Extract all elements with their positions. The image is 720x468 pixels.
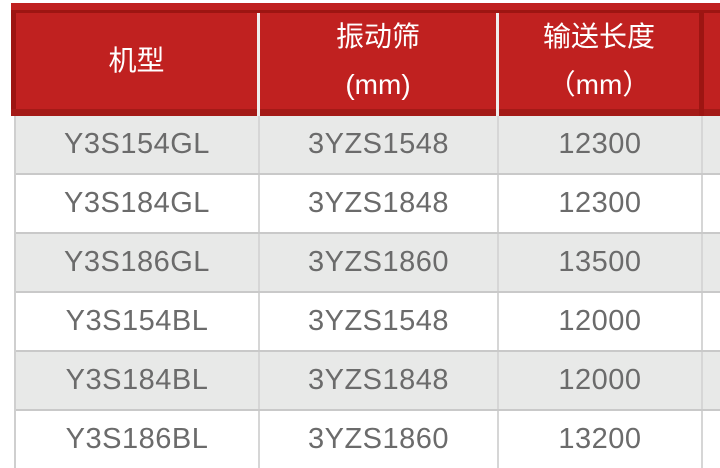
header-label-length: 输送长度: [542, 20, 655, 52]
table-body: Y3S154GL 3YZS1548 12300 Y3S184GL 3YZS184…: [14, 116, 720, 468]
cell-model: Y3S186BL: [16, 411, 260, 468]
cell-screen: 3YZS1548: [260, 293, 499, 350]
cell-cropped: [703, 116, 720, 173]
header-column-separator-2: [496, 13, 499, 116]
cell-cropped: [703, 411, 720, 468]
cell-length: 12300: [499, 175, 703, 232]
cell-cropped: [703, 293, 720, 350]
cell-cropped: [703, 234, 720, 291]
cell-length: 12000: [499, 293, 703, 350]
table-row: Y3S184GL 3YZS1848 12300: [16, 175, 720, 234]
cell-screen: 3YZS1848: [260, 175, 499, 232]
table-header-row: 机型 振动筛 (mm) 输送长度 （mm）: [11, 3, 720, 116]
header-cell-model: 机型: [16, 13, 257, 109]
header-label-model: 机型: [108, 44, 165, 76]
table-row: Y3S186BL 3YZS1860 13200: [16, 411, 720, 468]
cell-length: 13500: [499, 234, 703, 291]
header-top-border: [11, 10, 720, 13]
cell-model: Y3S184GL: [16, 175, 260, 232]
table-row: Y3S154GL 3YZS1548 12300: [16, 116, 720, 175]
header-column-separator-1: [257, 13, 260, 116]
header-bottom-border: [11, 109, 720, 116]
table-row: Y3S186GL 3YZS1860 13500: [16, 234, 720, 293]
cell-cropped: [703, 175, 720, 232]
header-cell-screen: 振动筛 (mm): [260, 13, 496, 109]
table-row: Y3S154BL 3YZS1548 12000: [16, 293, 720, 352]
cell-length: 12300: [499, 116, 703, 173]
cell-screen: 3YZS1548: [260, 116, 499, 173]
header-label-screen: 振动筛: [335, 20, 420, 52]
header-left-border: [11, 10, 16, 116]
cell-screen: 3YZS1860: [260, 411, 499, 468]
cell-length: 12000: [499, 352, 703, 409]
cell-screen: 3YZS1848: [260, 352, 499, 409]
header-label-length-unit: （mm）: [547, 68, 651, 100]
cell-model: Y3S184BL: [16, 352, 260, 409]
table-row: Y3S184BL 3YZS1848 12000: [16, 352, 720, 411]
cell-screen: 3YZS1860: [260, 234, 499, 291]
header-column-separator-3: [699, 10, 704, 116]
cell-model: Y3S186GL: [16, 234, 260, 291]
cell-model: Y3S154GL: [16, 116, 260, 173]
cell-cropped: [703, 352, 720, 409]
cell-model: Y3S154BL: [16, 293, 260, 350]
header-cell-length: 输送长度 （mm）: [499, 13, 699, 109]
header-label-screen-unit: (mm): [345, 68, 411, 100]
cell-length: 13200: [499, 411, 703, 468]
